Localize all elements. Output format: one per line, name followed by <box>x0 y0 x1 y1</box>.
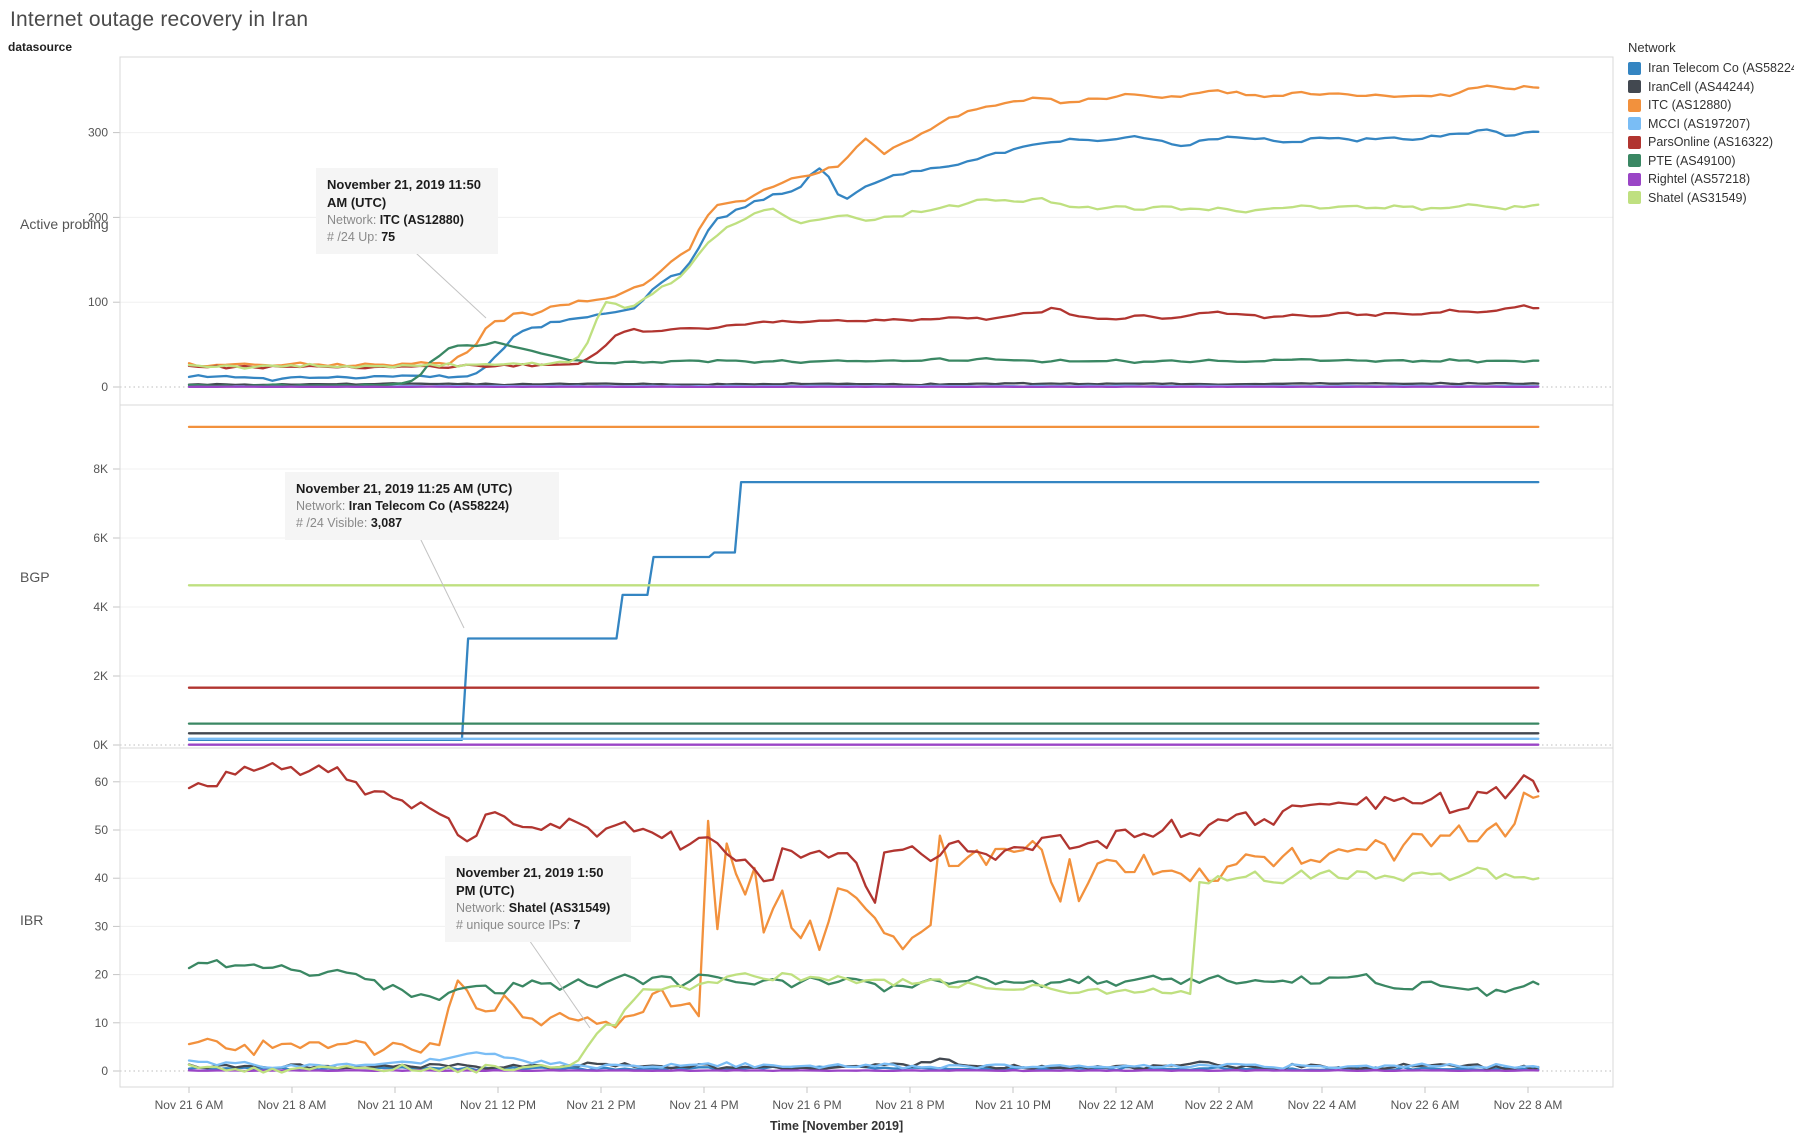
y-tick-label: 0 <box>101 380 108 394</box>
y-tick-label: 300 <box>88 126 108 140</box>
legend-title: Network <box>1628 40 1676 55</box>
tooltip-row-label: # /24 Visible: <box>296 516 371 531</box>
x-tick-label: Nov 21 10 AM <box>357 1098 432 1112</box>
legend-label: Rightel (AS57218) <box>1648 172 1751 187</box>
tooltip-row-value: ITC (AS12880) <box>379 212 464 227</box>
tooltip-row-label: # /24 Up: <box>327 230 382 245</box>
tooltip-row-value: 7 <box>573 918 581 933</box>
panel-ibr: 0 10 20 30 40 50 60 <box>95 747 1614 1088</box>
tooltip-title: November 21, 2019 11:25 AM (UTC) <box>296 481 513 496</box>
tooltip-leader-line <box>526 936 591 1029</box>
legend-item-itc[interactable]: ITC (AS12880) <box>1628 96 1794 115</box>
tooltip-title: November 21, 2019 1:50 PM (UTC) <box>456 865 604 898</box>
x-tick-label: Nov 21 4 PM <box>669 1098 738 1112</box>
tooltip-row-label: # unique source IPs: <box>456 918 574 933</box>
series-line-active-probing-iran_telecom[interactable] <box>187 128 1540 382</box>
x-tick-label: Nov 21 8 AM <box>258 1098 327 1112</box>
y-tick-label: 50 <box>95 823 109 837</box>
y-tick-label: 2K <box>93 669 108 683</box>
x-tick-label: Nov 21 6 AM <box>155 1098 224 1112</box>
tooltip-leader-line <box>419 537 465 629</box>
tooltip-title: November 21, 2019 11:50 AM (UTC) <box>327 177 481 210</box>
x-tick-label: Nov 21 10 PM <box>975 1098 1051 1112</box>
legend-label: ITC (AS12880) <box>1648 98 1732 113</box>
legend-label: Shatel (AS31549) <box>1648 190 1747 205</box>
legend-item-mcci[interactable]: MCCI (AS197207) <box>1628 115 1794 134</box>
panel-bgp: 0K 2K 4K 6K 8K <box>93 404 1614 752</box>
network-legend: Network Iran Telecom Co (AS58224) IranCel… <box>1628 40 1794 207</box>
tooltip-row-label: Network: <box>296 498 349 513</box>
y-tick-label: 4K <box>93 600 108 614</box>
series-line-bgp-iran_telecom[interactable] <box>187 480 1540 741</box>
datasource-label: datasource <box>8 40 73 54</box>
panel-label-bgp: BGP <box>20 569 50 585</box>
y-tick-label: 60 <box>95 775 109 789</box>
y-tick-label: 100 <box>88 295 108 309</box>
series-line-active-probing-shatel[interactable] <box>187 196 1540 370</box>
tooltip-bgp: November 21, 2019 11:25 AM (UTC) Network… <box>285 472 559 541</box>
tooltip-row-value: Iran Telecom Co (AS58224) <box>348 498 510 513</box>
tooltip-row-label: Network: <box>456 900 509 915</box>
tooltip-row-label: Network: <box>327 212 380 227</box>
page-title: Internet outage recovery in Iran <box>10 8 309 31</box>
y-tick-label: 30 <box>95 919 109 933</box>
tooltip-row-value: 3,087 <box>370 516 403 531</box>
legend-label: Iran Telecom Co (AS58224) <box>1648 61 1794 76</box>
x-axis-title: Time [November 2019] <box>770 1119 904 1133</box>
x-tick-label: Nov 21 8 PM <box>875 1098 944 1112</box>
legend-label: ParsOnline (AS16322) <box>1648 135 1774 150</box>
x-tick-label: Nov 22 8 AM <box>1494 1098 1563 1112</box>
tooltip-active-probing: November 21, 2019 11:50 AM (UTC) Network… <box>316 168 498 255</box>
x-tick-label: Nov 21 12 PM <box>460 1098 536 1112</box>
legend-swatch-itc <box>1628 98 1641 112</box>
y-tick-label: 10 <box>95 1016 109 1030</box>
legend-item-shatel[interactable]: Shatel (AS31549) <box>1628 189 1794 208</box>
x-tick-label: Nov 21 6 PM <box>772 1098 841 1112</box>
y-tick-label: 20 <box>95 968 109 982</box>
legend-swatch-iran_telecom <box>1628 61 1641 75</box>
legend-swatch-parsonline <box>1628 135 1641 149</box>
x-tick-label: Nov 21 2 PM <box>566 1098 635 1112</box>
panel-border <box>119 404 1614 749</box>
legend-swatch-shatel <box>1628 191 1641 205</box>
y-tick-label: 6K <box>93 531 108 545</box>
series-line-ibr-mcci[interactable] <box>187 1051 1540 1070</box>
legend-item-iran_telecom[interactable]: Iran Telecom Co (AS58224) <box>1628 59 1794 78</box>
y-tick-label: 0K <box>93 738 108 752</box>
tooltip-row-value: Shatel (AS31549) <box>508 900 611 915</box>
x-tick-label: Nov 22 2 AM <box>1185 1098 1254 1112</box>
panel-label-ibr: IBR <box>20 912 44 928</box>
x-tick-label: Nov 22 4 AM <box>1288 1098 1357 1112</box>
panel-label-active-probing: Active probing <box>20 216 109 232</box>
legend-label: MCCI (AS197207) <box>1648 116 1751 131</box>
tooltip-ibr: November 21, 2019 1:50 PM (UTC) Network:… <box>445 856 631 943</box>
tooltip-row-value: 75 <box>381 230 396 245</box>
panel-border <box>119 747 1614 1088</box>
series-line-active-probing-irancell[interactable] <box>187 381 1540 387</box>
legend-item-pte[interactable]: PTE (AS49100) <box>1628 152 1794 171</box>
legend-item-parsonline[interactable]: ParsOnline (AS16322) <box>1628 133 1794 152</box>
legend-swatch-irancell <box>1628 80 1641 94</box>
legend-item-irancell[interactable]: IranCell (AS44244) <box>1628 78 1794 97</box>
y-tick-label: 40 <box>95 871 109 885</box>
series-line-ibr-itc[interactable] <box>187 791 1540 1057</box>
x-tick-label: Nov 22 6 AM <box>1391 1098 1460 1112</box>
y-tick-label: 200 <box>88 210 108 224</box>
series-line-ibr-parsonline[interactable] <box>187 761 1540 904</box>
series-line-active-probing-itc[interactable] <box>187 84 1540 368</box>
y-tick-label: 8K <box>93 462 108 476</box>
series-line-active-probing-pte[interactable] <box>187 340 1540 388</box>
legend-swatch-pte <box>1628 154 1641 168</box>
legend-label: IranCell (AS44244) <box>1648 79 1755 94</box>
legend-swatch-rightel <box>1628 172 1641 186</box>
series-line-active-probing-parsonline[interactable] <box>187 304 1540 370</box>
y-tick-label: 0 <box>101 1064 108 1078</box>
legend-label: PTE (AS49100) <box>1648 153 1736 168</box>
legend-item-rightel[interactable]: Rightel (AS57218) <box>1628 170 1794 189</box>
x-tick-label: Nov 22 12 AM <box>1078 1098 1153 1112</box>
legend-swatch-mcci <box>1628 117 1641 131</box>
series-line-ibr-shatel[interactable] <box>187 866 1540 1074</box>
